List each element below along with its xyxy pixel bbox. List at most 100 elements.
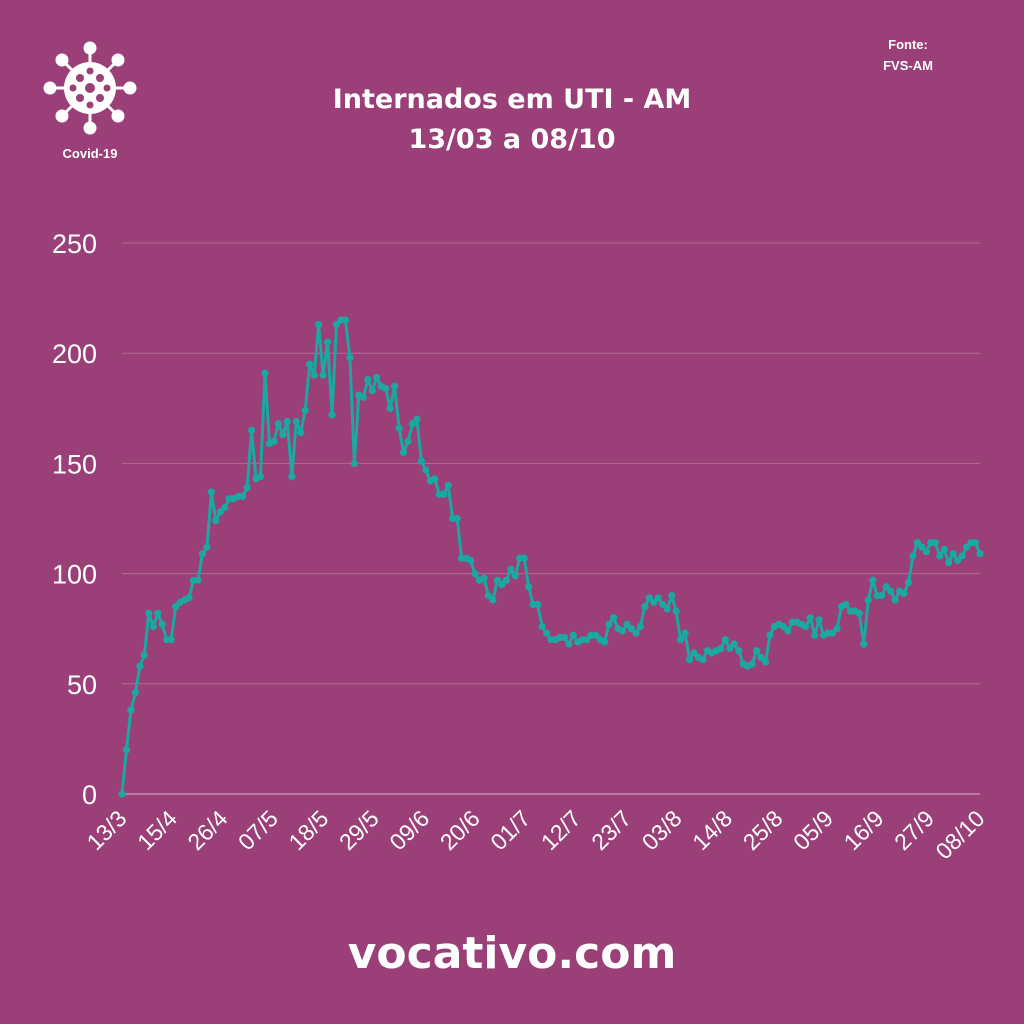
data-point [685, 656, 694, 664]
data-point [221, 503, 229, 512]
data-point [270, 437, 278, 445]
data-point [976, 550, 984, 558]
data-point [610, 614, 618, 622]
data-point [650, 598, 658, 606]
x-tick-label: 07/5 [233, 805, 283, 855]
data-point [806, 614, 814, 622]
data-point [949, 550, 957, 558]
data-point [118, 790, 126, 798]
data-point [855, 609, 863, 617]
data-point [408, 420, 417, 428]
data-point [802, 622, 810, 631]
data-point [963, 543, 971, 551]
data-point [368, 387, 376, 395]
data-point [185, 594, 193, 602]
footer-brand: vocativo.com [347, 928, 677, 979]
data-point [216, 508, 224, 516]
x-tick-label: 03/8 [637, 805, 687, 855]
data-point [440, 490, 448, 498]
data-point [198, 550, 206, 558]
data-point [654, 594, 662, 602]
data-point [154, 609, 162, 617]
data-point [413, 415, 421, 423]
data-point [507, 565, 515, 573]
data-point [860, 640, 868, 648]
y-tick-label: 150 [52, 449, 97, 479]
data-point [502, 576, 510, 584]
x-tick-label: 12/7 [536, 805, 586, 855]
data-point [364, 376, 372, 384]
data-point [212, 517, 220, 525]
data-point [520, 554, 528, 562]
data-point [909, 552, 917, 560]
data-point [627, 625, 636, 633]
data-point [386, 404, 394, 412]
data-point [913, 539, 922, 547]
data-point [131, 689, 139, 697]
data-point [918, 543, 926, 551]
chart-title: Internados em UTI - AM [332, 84, 692, 115]
data-point [373, 373, 381, 381]
data-point [453, 514, 461, 523]
x-tick-label: 26/4 [182, 805, 232, 855]
data-point [730, 640, 738, 648]
x-tick-label: 29/5 [334, 805, 384, 855]
data-point [958, 552, 966, 560]
data-point [891, 596, 899, 604]
data-point [954, 556, 962, 565]
data-point [145, 609, 153, 617]
data-point [735, 647, 743, 655]
x-tick-label: 09/6 [384, 805, 434, 855]
data-point [663, 605, 671, 613]
y-tick-labels: 0 50 100 150 200 250 [52, 229, 97, 810]
series-points [118, 316, 984, 798]
x-tick-label: 20/6 [435, 805, 485, 855]
data-point [636, 622, 645, 631]
data-point [315, 320, 323, 329]
data-point [618, 627, 627, 635]
data-point [842, 600, 850, 609]
data-point [592, 631, 600, 639]
data-point [726, 644, 734, 653]
data-point [681, 629, 689, 637]
data-point [757, 653, 765, 662]
data-point [632, 629, 640, 637]
data-point [601, 638, 609, 646]
data-point [677, 636, 685, 644]
chart-subtitle: 13/03 a 08/10 [408, 124, 616, 155]
data-point [480, 574, 488, 582]
data-point [243, 484, 251, 492]
data-point [261, 369, 269, 377]
data-point [766, 631, 774, 639]
data-point [668, 592, 676, 600]
data-point [207, 488, 215, 496]
data-point [346, 354, 354, 362]
x-tick-label: 14/8 [687, 805, 737, 855]
data-point [158, 620, 166, 628]
data-point [815, 616, 823, 624]
data-point [310, 371, 318, 379]
data-point [467, 556, 475, 565]
x-tick-label: 18/5 [283, 805, 333, 855]
data-point [672, 607, 680, 615]
data-point [283, 417, 291, 426]
x-tick-label: 23/7 [586, 805, 636, 855]
data-point [292, 417, 300, 426]
data-point [341, 316, 349, 324]
data-point [248, 426, 256, 434]
data-point [753, 647, 761, 655]
y-tick-label: 0 [82, 780, 97, 810]
x-tick-label: 01/7 [485, 805, 535, 855]
data-point [328, 411, 336, 419]
x-tick-label: 15/4 [132, 805, 182, 855]
data-point [324, 338, 332, 346]
data-point [971, 539, 980, 547]
y-tick-label: 200 [52, 339, 97, 369]
data-point [525, 583, 533, 591]
data-point [444, 481, 452, 489]
data-point [122, 746, 131, 754]
data-point [194, 576, 202, 584]
data-point [288, 473, 296, 481]
